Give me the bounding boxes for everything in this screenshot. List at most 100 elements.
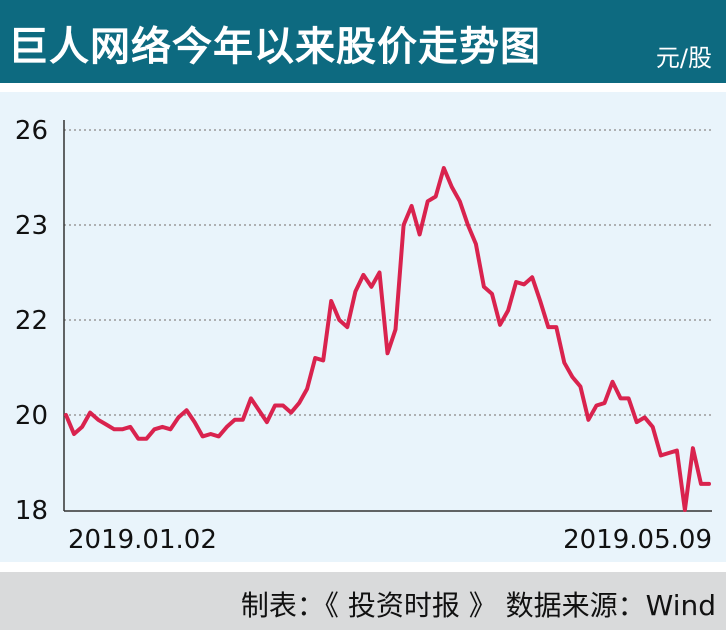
price-point xyxy=(394,328,397,331)
price-point xyxy=(651,425,655,429)
price-point xyxy=(169,427,172,431)
price-point xyxy=(522,282,526,286)
price-point xyxy=(136,437,140,441)
price-point xyxy=(498,323,502,327)
price-point xyxy=(514,280,518,284)
chart-title: 巨人网络今年以来股价走势图 xyxy=(8,24,541,70)
title-bar: 巨人网络今年以来股价走势图 元/股 xyxy=(0,0,726,83)
price-point xyxy=(434,195,438,198)
price-point xyxy=(675,449,679,453)
price-point xyxy=(707,482,711,486)
x-end-date-label: 2019.05.09 xyxy=(563,525,712,555)
source-footer: 制表：《 投资时报 》 数据来源：Wind xyxy=(0,572,726,630)
price-point xyxy=(369,285,373,289)
price-point xyxy=(160,425,164,429)
price-point xyxy=(699,482,703,486)
price-point xyxy=(104,423,108,426)
grid xyxy=(64,129,712,416)
price-point xyxy=(265,420,269,424)
price-point xyxy=(281,404,285,407)
stock-price-chart: 26 23 22 20 18 2019.01.02 2019.05.09 xyxy=(15,116,712,555)
price-point xyxy=(128,425,132,429)
price-point xyxy=(88,411,92,415)
price-point xyxy=(249,396,253,400)
series-layer xyxy=(64,166,711,512)
price-point xyxy=(297,401,301,405)
price-point xyxy=(619,396,623,400)
source-note: 制表：《 投资时报 》 数据来源：Wind xyxy=(240,589,716,622)
price-point xyxy=(482,285,486,289)
price-point xyxy=(329,299,333,303)
x-start-date-label: 2019.01.02 xyxy=(68,525,217,555)
price-point xyxy=(402,223,406,227)
y-tick-label: 20 xyxy=(15,401,48,431)
price-point xyxy=(305,387,309,391)
price-point xyxy=(546,325,550,329)
price-point xyxy=(586,418,590,422)
price-point xyxy=(418,233,422,236)
price-point xyxy=(538,299,542,303)
price-point xyxy=(313,356,317,360)
price-point xyxy=(570,375,574,379)
price-point xyxy=(643,415,647,419)
price-point xyxy=(410,204,414,208)
price-point xyxy=(466,223,470,227)
price-point xyxy=(96,418,100,422)
price-point xyxy=(241,418,245,422)
price-point xyxy=(506,309,510,312)
y-tick-label: 26 xyxy=(15,116,48,146)
price-point xyxy=(209,432,213,436)
price-point xyxy=(554,325,558,329)
price-point xyxy=(353,290,357,293)
price-point xyxy=(595,404,598,407)
y-tick-label: 23 xyxy=(15,211,48,241)
price-point xyxy=(233,418,237,422)
price-point xyxy=(112,427,116,431)
price-point xyxy=(177,415,180,419)
price-point xyxy=(426,199,430,203)
price-point xyxy=(120,427,124,431)
price-point xyxy=(578,385,582,388)
price-point xyxy=(72,432,76,436)
price-point xyxy=(691,446,695,450)
price-series-line xyxy=(64,166,711,512)
price-point xyxy=(683,508,687,512)
price-point xyxy=(225,425,229,429)
price-point xyxy=(185,408,189,412)
price-point xyxy=(201,434,205,438)
price-point xyxy=(659,453,663,457)
y-tick-labels: 26 23 22 20 18 xyxy=(15,116,48,526)
plot-background xyxy=(0,92,726,562)
price-point xyxy=(321,358,325,362)
price-point xyxy=(152,427,156,431)
price-point xyxy=(530,275,534,279)
price-point xyxy=(193,420,197,424)
price-point xyxy=(257,408,261,412)
price-point xyxy=(603,401,606,405)
price-point xyxy=(144,437,148,441)
price-point xyxy=(627,396,631,400)
price-point xyxy=(361,273,365,277)
unit-label: 元/股 xyxy=(655,44,712,72)
price-point xyxy=(611,380,614,384)
price-point xyxy=(345,325,349,329)
price-point xyxy=(337,318,341,322)
price-point xyxy=(667,451,671,455)
price-point xyxy=(458,199,462,203)
y-tick-label: 18 xyxy=(15,496,48,526)
price-point xyxy=(442,166,446,170)
price-point xyxy=(386,351,389,355)
price-point xyxy=(289,411,293,415)
price-point xyxy=(273,404,277,407)
price-point xyxy=(217,434,221,438)
price-point xyxy=(450,185,454,189)
price-point xyxy=(635,420,639,424)
price-point xyxy=(490,292,494,296)
price-point xyxy=(80,425,84,429)
price-point xyxy=(378,271,381,274)
price-point xyxy=(474,242,478,246)
price-point xyxy=(64,413,68,417)
y-tick-label: 22 xyxy=(15,306,48,336)
price-point xyxy=(562,361,566,365)
